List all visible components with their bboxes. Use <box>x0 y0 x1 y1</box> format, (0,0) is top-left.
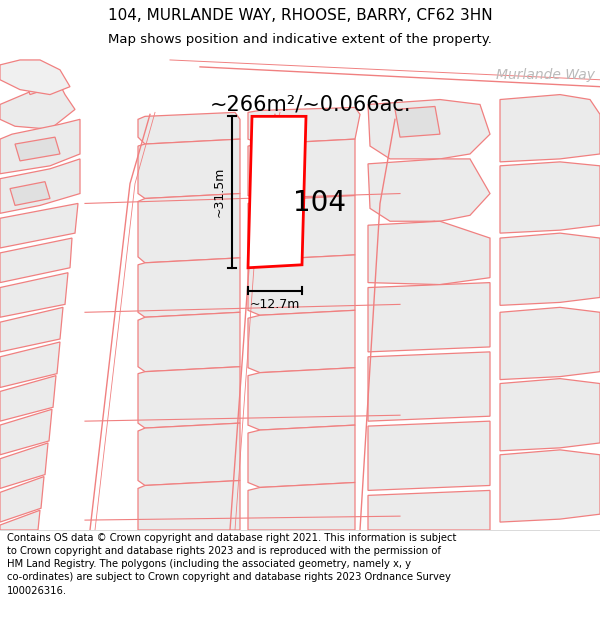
Polygon shape <box>138 367 240 428</box>
Polygon shape <box>138 481 240 530</box>
Polygon shape <box>138 423 240 486</box>
Polygon shape <box>0 204 78 248</box>
Polygon shape <box>368 282 490 352</box>
Polygon shape <box>395 221 440 251</box>
Text: 104: 104 <box>293 189 347 218</box>
Text: ~266m²/~0.066ac.: ~266m²/~0.066ac. <box>210 94 412 114</box>
Polygon shape <box>0 342 60 388</box>
Polygon shape <box>500 379 600 451</box>
Polygon shape <box>500 94 600 162</box>
Polygon shape <box>248 196 355 260</box>
Polygon shape <box>138 112 240 144</box>
Polygon shape <box>0 60 70 94</box>
Polygon shape <box>0 75 75 129</box>
Text: Murlande Way: Murlande Way <box>496 68 595 82</box>
Polygon shape <box>138 258 240 318</box>
Polygon shape <box>368 99 490 159</box>
Polygon shape <box>368 491 490 530</box>
Polygon shape <box>248 116 306 268</box>
Polygon shape <box>0 272 68 318</box>
Polygon shape <box>395 106 440 137</box>
Polygon shape <box>0 376 56 421</box>
Polygon shape <box>248 425 355 488</box>
Polygon shape <box>500 233 600 306</box>
Polygon shape <box>138 194 240 262</box>
Polygon shape <box>248 255 355 315</box>
Text: ~31.5m: ~31.5m <box>213 167 226 217</box>
Polygon shape <box>248 107 360 144</box>
Polygon shape <box>25 70 60 94</box>
Polygon shape <box>10 182 50 206</box>
Text: Map shows position and indicative extent of the property.: Map shows position and indicative extent… <box>108 33 492 46</box>
Polygon shape <box>0 159 80 213</box>
Polygon shape <box>0 308 63 352</box>
Polygon shape <box>0 119 80 174</box>
Polygon shape <box>395 166 440 196</box>
Polygon shape <box>248 482 355 530</box>
Polygon shape <box>248 310 355 372</box>
Text: 104, MURLANDE WAY, RHOOSE, BARRY, CF62 3HN: 104, MURLANDE WAY, RHOOSE, BARRY, CF62 3… <box>107 8 493 23</box>
Polygon shape <box>368 352 490 421</box>
Polygon shape <box>0 238 72 282</box>
Polygon shape <box>138 139 240 199</box>
Polygon shape <box>0 476 44 522</box>
Polygon shape <box>0 409 52 455</box>
Polygon shape <box>500 308 600 379</box>
Polygon shape <box>395 284 440 315</box>
Polygon shape <box>0 443 48 489</box>
Polygon shape <box>368 159 490 221</box>
Polygon shape <box>15 137 60 161</box>
Polygon shape <box>368 421 490 491</box>
Polygon shape <box>500 162 600 233</box>
Polygon shape <box>248 139 355 201</box>
Text: ~12.7m: ~12.7m <box>250 298 300 311</box>
Polygon shape <box>368 221 490 284</box>
Polygon shape <box>138 312 240 372</box>
Text: Contains OS data © Crown copyright and database right 2021. This information is : Contains OS data © Crown copyright and d… <box>7 533 457 596</box>
Polygon shape <box>500 450 600 522</box>
Polygon shape <box>248 368 355 430</box>
Polygon shape <box>0 510 40 530</box>
